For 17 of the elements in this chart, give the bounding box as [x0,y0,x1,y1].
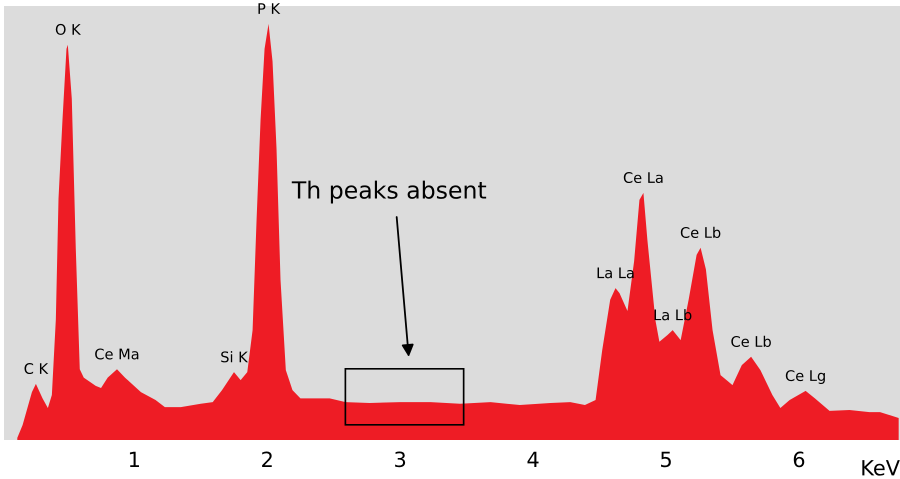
annotation: Ce Ma [95,348,138,360]
x-axis-title: KeV [862,460,900,476]
annotation: Ce Lb [680,226,720,238]
x-tick-label: 4 [527,452,539,467]
annotation: Si K [221,351,248,362]
annotation: Th peaks absent [292,180,486,204]
x-tick-label: 2 [262,451,272,467]
annotation: Ce Lg [786,370,825,384]
annotation: O K [56,24,81,35]
annotation: P K [258,3,280,14]
x-tick-label: 5 [661,452,671,468]
x-tick-label: 3 [395,451,406,468]
annotation: C K [24,363,48,374]
annotation: Ce Lb [731,336,771,348]
x-tick-label: 1 [130,452,139,467]
x-tick-label: 6 [794,451,804,468]
annotation: Ce La [624,172,663,184]
